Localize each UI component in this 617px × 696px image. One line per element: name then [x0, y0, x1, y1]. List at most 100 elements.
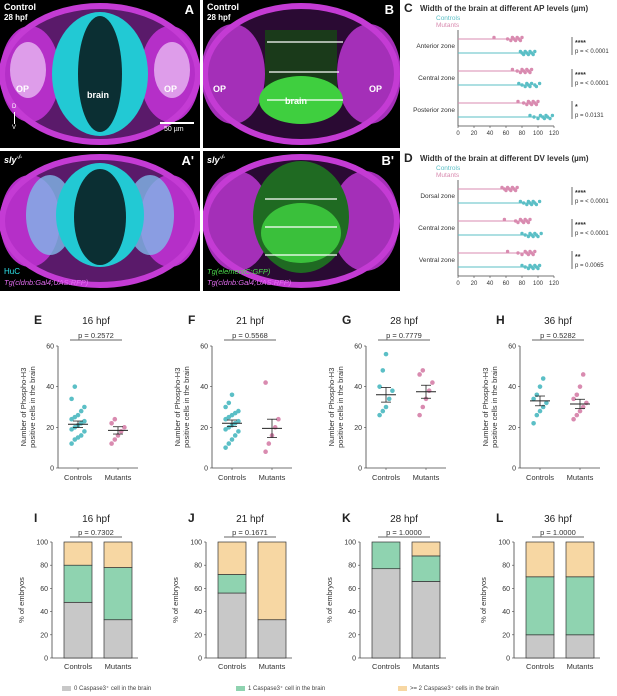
- data-point-controls: [383, 351, 389, 357]
- scale-bar-label: 50 µm: [164, 126, 184, 133]
- y-axis-label: % of embryos: [17, 577, 26, 623]
- micrograph-a-prime-image: [0, 154, 200, 288]
- p-value: p = 0.5568: [232, 331, 268, 340]
- bar-segment: [525, 576, 555, 636]
- bar-segment: [257, 541, 287, 621]
- data-point-controls: [226, 441, 232, 446]
- data-point-mutants: [520, 35, 524, 40]
- data-point-controls: [380, 368, 386, 373]
- bar-segment: [217, 541, 247, 575]
- data-point-mutants: [112, 416, 118, 422]
- data-point-controls: [528, 84, 532, 89]
- y-tick-label: 60: [46, 344, 54, 351]
- data-point-mutants: [520, 252, 524, 257]
- legend-mutants: Mutants: [436, 22, 460, 29]
- scale-bar: [160, 122, 194, 124]
- x-tick-label: Controls: [64, 473, 92, 482]
- chart-h: H 36 hpf p = 0.5282 0 20 40 60 Number of Phosph…: [462, 308, 616, 500]
- y-tick-label: 40: [200, 384, 208, 391]
- x-tick-label: 0: [456, 281, 460, 287]
- micrograph-a: Control 28 hpf A OP brain OP D V 50 µm: [0, 0, 200, 148]
- chart-title: 28 hpf: [390, 514, 418, 525]
- panel-letter: I: [34, 511, 37, 525]
- bar-segment: [525, 634, 555, 659]
- y-tick-label: 60: [348, 586, 356, 593]
- legend-swatch: [236, 685, 245, 691]
- data-point-controls: [536, 234, 540, 239]
- x-tick-label: Mutants: [567, 473, 594, 482]
- chart-svg: L 36 hpf p = 1.0000 0 20 40 60 80 100 % of embryo…: [479, 511, 600, 671]
- data-point-controls: [525, 202, 529, 207]
- data-point-controls: [82, 404, 87, 410]
- data-point-controls: [521, 52, 526, 57]
- x-tick-label: Mutants: [413, 473, 440, 482]
- data-point-mutants: [516, 99, 520, 104]
- p-value: p = 1.0000: [540, 528, 576, 537]
- y-tick-label: 80: [40, 563, 48, 570]
- data-point-controls: [69, 396, 74, 402]
- data-point-mutants: [505, 249, 510, 254]
- y-tick-label: 0: [204, 466, 208, 473]
- y-tick-label: 40: [40, 609, 48, 616]
- category-label: Anterior zone: [416, 43, 455, 50]
- data-point-mutants: [513, 188, 518, 193]
- data-point-controls: [532, 115, 536, 119]
- micrograph-a-image: [0, 3, 200, 145]
- x-tick-label: Mutants: [567, 662, 594, 671]
- y-tick-label: 60: [40, 586, 48, 593]
- data-point-mutants: [266, 441, 272, 446]
- x-tick-label: 40: [487, 281, 494, 287]
- y-tick-label: 0: [512, 466, 516, 473]
- axis-arrow-icon: [14, 112, 15, 124]
- panel-letter: L: [496, 511, 503, 525]
- stat-stars: ****: [575, 72, 586, 79]
- data-point-controls: [223, 445, 228, 450]
- data-point-mutants: [580, 404, 586, 410]
- data-point-controls: [526, 52, 531, 57]
- data-point-mutants: [272, 425, 278, 430]
- chart-svg: F 21 hpf p = 0.5568 0 20 40 60 Number of Phosph…: [173, 313, 292, 482]
- chart-d: D Width of the brain at different DV leve…: [404, 150, 617, 298]
- y-tick-label: 20: [200, 425, 208, 432]
- data-point-mutants: [528, 70, 532, 75]
- y-tick-label: 20: [354, 425, 362, 432]
- data-point-controls: [82, 418, 87, 424]
- chart-svg: J 21 hpf p = 0.1671 0 20 40 60 80 100 % of embryo…: [171, 511, 292, 671]
- data-point-controls: [531, 420, 536, 426]
- data-point-controls: [537, 263, 542, 268]
- bar-segment: [411, 555, 441, 582]
- y-tick-label: 40: [502, 609, 510, 616]
- label-op-left: OP: [213, 84, 227, 94]
- bar-segment: [411, 541, 441, 557]
- p-value: p = 0.1671: [232, 528, 268, 537]
- data-point-controls: [75, 412, 81, 418]
- data-point-controls: [536, 266, 540, 271]
- x-tick-label: 80: [519, 131, 526, 137]
- data-point-controls: [223, 404, 228, 410]
- legend-mutants: Mutants: [436, 172, 460, 179]
- chart-svg: E 16 hpf p = 0.2572 0 20 40 60 Number of Phosph…: [19, 313, 138, 482]
- data-point-controls: [236, 408, 241, 414]
- chart-c: C Width of the brain at different AP leve…: [404, 0, 617, 148]
- data-point-mutants: [574, 412, 580, 418]
- data-point-controls: [534, 202, 539, 207]
- panel-letter: E: [34, 313, 42, 327]
- chart-svg: I 16 hpf p = 0.7302 0 20 40 60 80 100 % of embryo…: [17, 511, 138, 671]
- y-tick-label: 0: [50, 466, 54, 473]
- data-point-mutants: [417, 372, 422, 377]
- data-point-controls: [548, 116, 552, 121]
- data-point-mutants: [122, 425, 127, 430]
- data-point-controls: [533, 49, 537, 54]
- data-point-controls: [521, 201, 526, 205]
- legend-label: 1 Caspase3⁺ cell in the brain: [248, 686, 326, 692]
- data-point-controls: [78, 408, 84, 414]
- category-label: Posterior zone: [413, 107, 455, 114]
- chart-svg: C Width of the brain at different AP leve…: [404, 1, 609, 137]
- x-tick-label: Controls: [218, 662, 246, 671]
- data-point-controls: [540, 376, 546, 381]
- data-point-controls: [78, 433, 84, 438]
- chart-title: 21 hpf: [236, 316, 264, 327]
- y-tick-label: 0: [506, 656, 510, 663]
- data-point-controls: [528, 113, 532, 118]
- x-tick-label: Controls: [372, 662, 400, 671]
